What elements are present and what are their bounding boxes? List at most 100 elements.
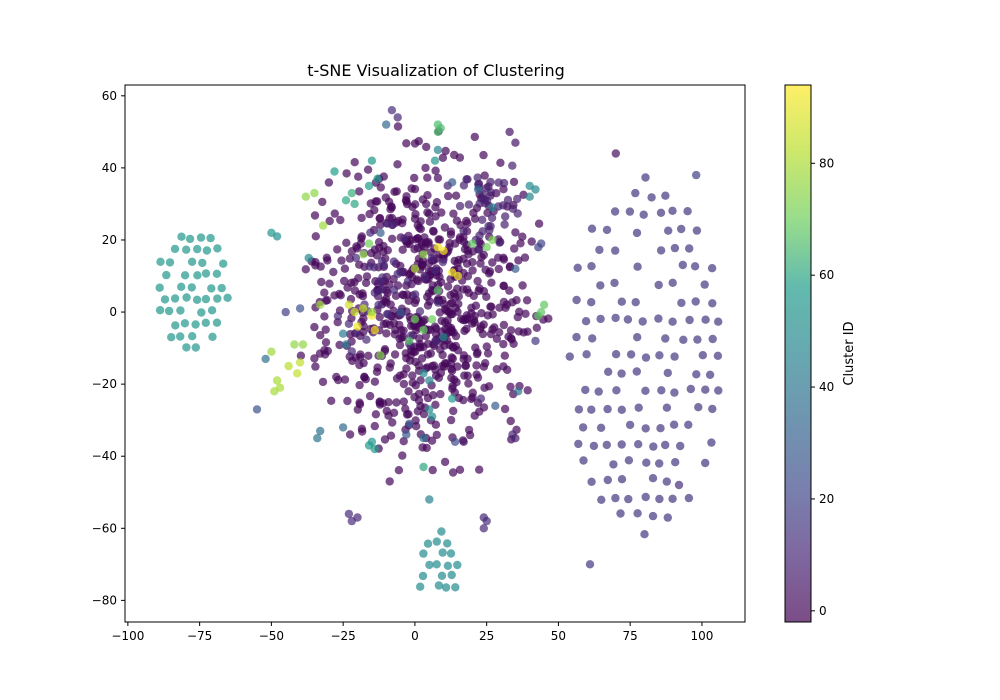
scatter-point [212,269,222,278]
scatter-point [443,539,452,548]
scatter-point [170,294,180,303]
y-tick-label: −20 [92,377,117,391]
scatter-point [425,376,434,385]
scatter-point [431,336,441,346]
scatter-point [616,509,625,518]
scatter-point [296,351,306,360]
scatter-point [610,207,620,216]
scatter-point [513,194,522,204]
scatter-point [344,300,354,309]
scatter-point [686,384,695,394]
scatter-point [674,480,684,490]
scatter-point [182,245,191,254]
scatter-point [399,397,408,406]
scatter-point [336,215,345,225]
scatter-point [330,167,339,176]
scatter-point [325,279,334,288]
scatter-point [401,404,410,413]
scatter-point [191,343,200,352]
colorbar-tick-label: 0 [819,604,827,618]
scatter-point [336,291,345,300]
scatter-point [389,257,399,266]
scatter-point [311,362,320,371]
scatter-point [692,370,701,379]
scatter-point [685,244,694,253]
scatter-point [511,228,520,237]
scatter-point [433,173,443,183]
scatter-point [642,458,651,467]
scatter-point [668,494,677,503]
scatter-point [707,438,716,447]
scatter-point [603,475,612,485]
chart-title: t-SNE Visualization of Clustering [307,61,565,80]
scatter-point [661,191,670,200]
scatter-point [441,583,451,592]
scatter-point [167,333,176,342]
scatter-point [479,150,488,160]
scatter-point [345,430,355,439]
scatter-point [295,304,305,313]
scatter-point [506,382,515,391]
scatter-point [578,423,588,432]
scatter-point [426,325,435,335]
scatter-point [473,185,483,194]
scatter-point [201,294,211,304]
scatter-point [520,253,530,262]
scatter-point [432,560,441,569]
scatter-point [376,351,385,360]
scatter-point [487,213,497,223]
scatter-point [425,209,434,218]
scatter-point [464,379,473,388]
scatter-point [482,516,491,526]
scatter-point [420,273,430,282]
scatter-point [465,430,475,440]
scatter-point [399,379,409,389]
scatter-point [431,266,440,275]
scatter-point [444,191,453,201]
scatter-point [359,327,368,337]
scatter-point [534,219,544,228]
scatter-point [604,367,613,376]
scatter-point [677,224,686,234]
scatter-point [193,244,202,254]
scatter-point [436,389,445,399]
scatter-point [380,345,390,354]
scatter-point [433,298,443,307]
scatter-point [344,509,354,519]
scatter-point [623,315,633,324]
scatter-point [508,161,517,170]
scatter-point [419,250,428,259]
scatter-point [473,348,482,357]
scatter-point [679,335,688,344]
scatter-point [511,264,520,273]
scatter-point [496,158,505,167]
scatter-point [705,370,715,379]
scatter-point [321,325,330,334]
scatter-point [392,374,402,383]
scatter-point [476,394,486,403]
scatter-point [617,440,626,449]
scatter-point [347,247,357,256]
scatter-point [648,511,658,521]
scatter-point [609,460,618,469]
scatter-point [668,206,677,215]
scatter-point [201,318,210,327]
scatter-point [443,282,453,291]
scatter-point [386,300,395,309]
scatter-point [429,361,439,370]
scatter-point [270,387,279,396]
scatter-point [432,430,441,440]
scatter-point [399,370,408,379]
scatter-point [662,403,672,412]
scatter-point [428,465,437,475]
scatter-point [470,132,479,142]
scatter-point [198,258,207,268]
scatter-point [363,165,373,174]
scatter-point [440,359,450,368]
scatter-point [382,120,391,129]
scatter-point [370,421,379,431]
scatter-point [301,192,310,201]
scatter-point [480,171,489,180]
scatter-point [301,265,310,274]
